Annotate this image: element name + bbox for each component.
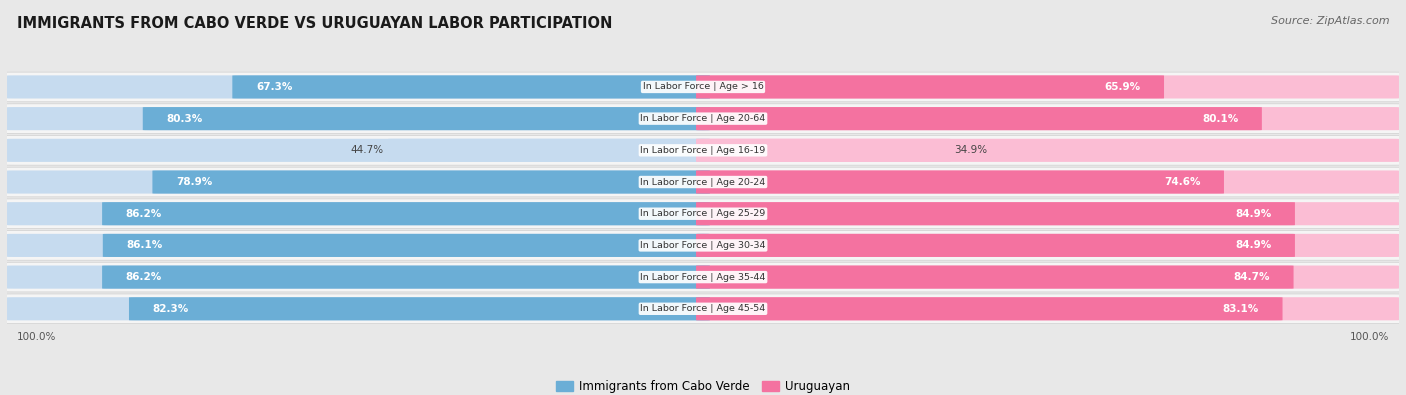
- Text: In Labor Force | Age 16-19: In Labor Force | Age 16-19: [640, 146, 766, 155]
- Text: 80.3%: 80.3%: [166, 114, 202, 124]
- Text: In Labor Force | Age 30-34: In Labor Force | Age 30-34: [640, 241, 766, 250]
- Text: 80.1%: 80.1%: [1202, 114, 1239, 124]
- FancyBboxPatch shape: [7, 75, 710, 98]
- FancyBboxPatch shape: [696, 297, 1282, 320]
- FancyBboxPatch shape: [232, 75, 710, 98]
- FancyBboxPatch shape: [103, 202, 710, 225]
- FancyBboxPatch shape: [696, 202, 1295, 225]
- Text: Source: ZipAtlas.com: Source: ZipAtlas.com: [1271, 16, 1389, 26]
- FancyBboxPatch shape: [7, 297, 710, 320]
- Text: In Labor Force | Age 35-44: In Labor Force | Age 35-44: [640, 273, 766, 282]
- FancyBboxPatch shape: [129, 297, 710, 320]
- FancyBboxPatch shape: [3, 72, 1403, 102]
- FancyBboxPatch shape: [696, 202, 1399, 225]
- FancyBboxPatch shape: [388, 139, 710, 162]
- Text: In Labor Force | Age 25-29: In Labor Force | Age 25-29: [640, 209, 766, 218]
- Text: 84.7%: 84.7%: [1233, 272, 1270, 282]
- Text: 86.2%: 86.2%: [125, 272, 162, 282]
- Text: 86.2%: 86.2%: [125, 209, 162, 219]
- FancyBboxPatch shape: [696, 171, 1225, 194]
- Text: 78.9%: 78.9%: [176, 177, 212, 187]
- Text: In Labor Force | Age 20-24: In Labor Force | Age 20-24: [640, 177, 766, 186]
- FancyBboxPatch shape: [7, 234, 710, 257]
- FancyBboxPatch shape: [696, 75, 1399, 98]
- FancyBboxPatch shape: [103, 265, 710, 289]
- FancyBboxPatch shape: [696, 139, 950, 162]
- FancyBboxPatch shape: [696, 75, 1164, 98]
- Text: In Labor Force | Age > 16: In Labor Force | Age > 16: [643, 83, 763, 92]
- FancyBboxPatch shape: [152, 171, 710, 194]
- Text: In Labor Force | Age 20-64: In Labor Force | Age 20-64: [640, 114, 766, 123]
- Text: 86.1%: 86.1%: [127, 241, 163, 250]
- FancyBboxPatch shape: [696, 234, 1295, 257]
- FancyBboxPatch shape: [696, 297, 1399, 320]
- FancyBboxPatch shape: [3, 167, 1403, 197]
- FancyBboxPatch shape: [696, 107, 1399, 130]
- FancyBboxPatch shape: [3, 199, 1403, 229]
- FancyBboxPatch shape: [3, 262, 1403, 292]
- FancyBboxPatch shape: [3, 135, 1403, 165]
- Text: IMMIGRANTS FROM CABO VERDE VS URUGUAYAN LABOR PARTICIPATION: IMMIGRANTS FROM CABO VERDE VS URUGUAYAN …: [17, 16, 612, 31]
- Text: 74.6%: 74.6%: [1164, 177, 1201, 187]
- FancyBboxPatch shape: [7, 202, 710, 225]
- FancyBboxPatch shape: [696, 234, 1399, 257]
- Text: 100.0%: 100.0%: [17, 332, 56, 342]
- Text: 82.3%: 82.3%: [153, 304, 188, 314]
- FancyBboxPatch shape: [696, 139, 1399, 162]
- FancyBboxPatch shape: [7, 139, 710, 162]
- Legend: Immigrants from Cabo Verde, Uruguayan: Immigrants from Cabo Verde, Uruguayan: [551, 375, 855, 395]
- FancyBboxPatch shape: [3, 294, 1403, 324]
- FancyBboxPatch shape: [696, 265, 1399, 289]
- FancyBboxPatch shape: [143, 107, 710, 130]
- Text: 67.3%: 67.3%: [256, 82, 292, 92]
- FancyBboxPatch shape: [103, 234, 710, 257]
- FancyBboxPatch shape: [7, 107, 710, 130]
- Text: 84.9%: 84.9%: [1234, 241, 1271, 250]
- FancyBboxPatch shape: [696, 265, 1294, 289]
- Text: 100.0%: 100.0%: [1350, 332, 1389, 342]
- Text: 84.9%: 84.9%: [1234, 209, 1271, 219]
- FancyBboxPatch shape: [696, 107, 1261, 130]
- Text: 65.9%: 65.9%: [1104, 82, 1140, 92]
- FancyBboxPatch shape: [3, 231, 1403, 260]
- FancyBboxPatch shape: [7, 265, 710, 289]
- Text: 34.9%: 34.9%: [955, 145, 988, 155]
- Text: In Labor Force | Age 45-54: In Labor Force | Age 45-54: [640, 304, 766, 313]
- Text: 83.1%: 83.1%: [1223, 304, 1258, 314]
- FancyBboxPatch shape: [7, 171, 710, 194]
- FancyBboxPatch shape: [696, 171, 1399, 194]
- FancyBboxPatch shape: [3, 104, 1403, 134]
- Text: 44.7%: 44.7%: [350, 145, 384, 155]
